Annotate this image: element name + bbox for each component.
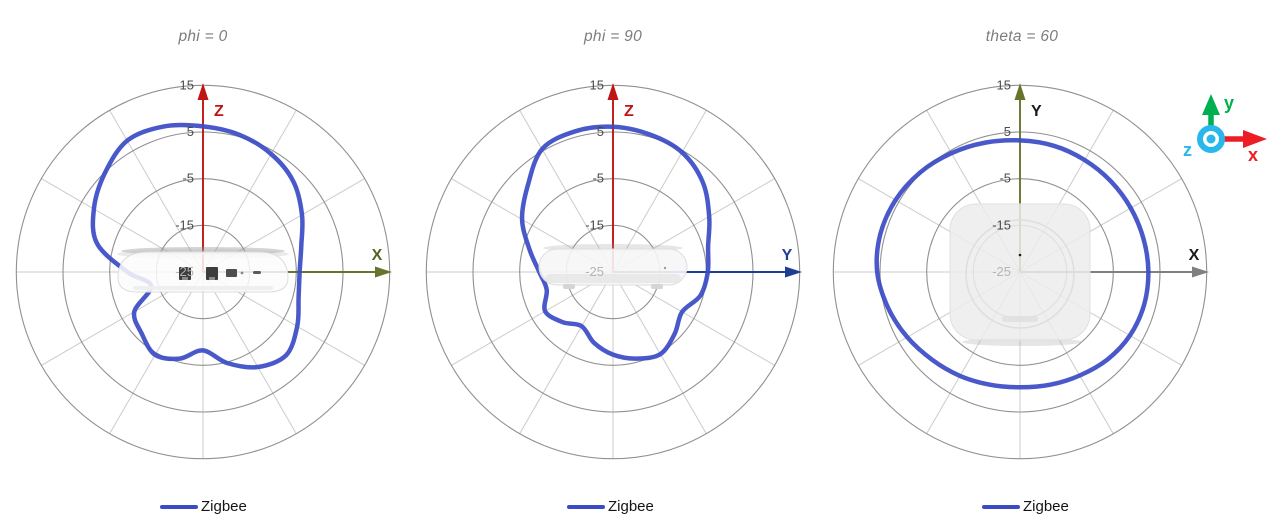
zigbee-pattern-curve [90, 122, 305, 370]
zigbee-legend-line [567, 504, 605, 509]
horizontal-axis-label: Y [782, 247, 793, 264]
legend-zigbee: Zigbee [160, 498, 247, 515]
tick-layer: 15 5 -5 -15 -25 [992, 77, 1011, 279]
zigbee-legend-label: Zigbee [1023, 498, 1069, 515]
zigbee-legend-label: Zigbee [608, 498, 654, 515]
vertical-axis-label: Z [214, 103, 224, 120]
r-axis-tick-label: -25 [992, 264, 1011, 279]
coordinate-system-badge: y x z [1183, 93, 1267, 165]
badge-z-label: z [1183, 140, 1192, 160]
device-access-point-top-view [949, 203, 1091, 346]
vertical-axis-arrowhead-icon [1014, 83, 1026, 100]
r-axis-tick-label: 15 [997, 77, 1011, 92]
r-axis-tick-label: 5 [597, 124, 604, 139]
legend-zigbee: Zigbee [567, 498, 654, 515]
plot-title-phi-0: phi = 0 [178, 28, 228, 45]
r-axis-tick-label: -25 [585, 264, 604, 279]
r-axis-tick-label: 5 [1004, 124, 1011, 139]
polar-plot-phi-0: Z X 15 5 -5 -15 -25 [15, 77, 392, 460]
vertical-axis-label: Y [1031, 103, 1042, 120]
badge-x-label: x [1248, 145, 1258, 165]
polar-plot-phi-90: Z Y 15 5 -5 -15 -25 [425, 77, 802, 460]
horizontal-axis-arrowhead-icon [1192, 266, 1209, 278]
x-axis-arrowhead-icon [1243, 130, 1267, 148]
zigbee-pattern-curve [874, 137, 1151, 390]
r-axis-tick-label: -15 [992, 217, 1011, 232]
vertical-axis-arrowhead-icon [607, 83, 619, 100]
plot-title-theta-60: theta = 60 [985, 28, 1059, 45]
curve-layer [519, 124, 712, 361]
r-axis-tick-label: -5 [999, 171, 1011, 186]
r-axis-tick-label: 15 [180, 77, 194, 92]
r-axis-tick-label: -15 [175, 217, 194, 232]
r-axis-tick-label: -25 [175, 264, 194, 279]
zigbee-legend-label: Zigbee [201, 498, 247, 515]
polar-plot-theta-60: Y X 15 5 -5 -15 -25 [832, 77, 1209, 460]
r-axis-tick-label: 5 [187, 124, 194, 139]
r-axis-tick-label: -5 [592, 171, 604, 186]
zigbee-pattern-curve [519, 124, 712, 361]
zigbee-legend-line [982, 504, 1020, 509]
zigbee-legend-line [160, 504, 198, 509]
r-axis-tick-label: -15 [585, 217, 604, 232]
device-access-point-side-view-ports [117, 247, 289, 293]
vertical-axis-arrowhead-icon [197, 83, 209, 100]
plot-title-phi-90: phi = 90 [584, 28, 642, 45]
badge-y-label: y [1224, 93, 1234, 113]
y-axis-arrowhead-icon [1202, 94, 1220, 115]
horizontal-axis-arrowhead-icon [375, 266, 392, 278]
r-axis-tick-label: -5 [182, 171, 194, 186]
horizontal-axis-arrowhead-icon [785, 266, 802, 278]
curve-layer [90, 122, 305, 370]
r-axis-tick-label: 15 [590, 77, 604, 92]
z-axis-dot-icon [1206, 134, 1216, 144]
vertical-axis-label: Z [624, 103, 634, 120]
curve-layer [874, 137, 1151, 390]
device-access-point-side-view [538, 244, 688, 289]
tick-layer: 15 5 -5 -15 -25 [585, 77, 604, 279]
horizontal-axis-label: X [372, 247, 383, 264]
legend-zigbee: Zigbee [982, 498, 1069, 515]
horizontal-axis-label: X [1189, 247, 1200, 264]
tick-layer: 15 5 -5 -15 -25 [175, 77, 194, 279]
